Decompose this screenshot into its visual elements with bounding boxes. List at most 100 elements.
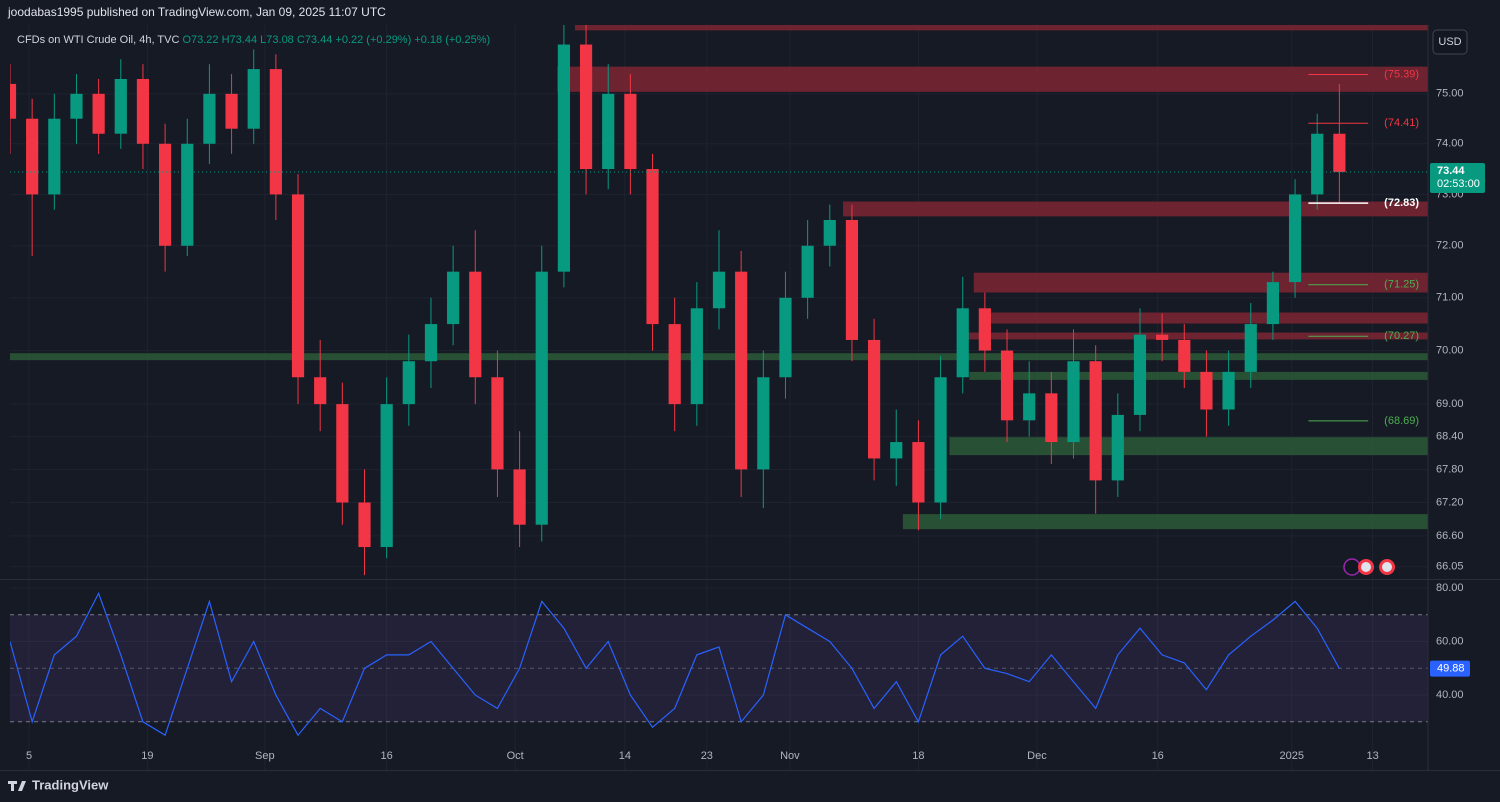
- candle-body: [48, 118, 61, 195]
- brand: TradingView: [32, 777, 109, 792]
- candle-body: [1000, 350, 1014, 421]
- candle-body: [579, 44, 593, 170]
- candle-body: [402, 361, 415, 405]
- level-label: (72.83): [1384, 197, 1419, 209]
- candle-body: [181, 143, 194, 246]
- candle-body: [823, 219, 836, 246]
- candle-body: [1089, 361, 1102, 481]
- candle-body: [1045, 393, 1058, 443]
- candle-body: [92, 93, 105, 134]
- candle-body: [1244, 324, 1257, 372]
- rsi-pane: [10, 591, 1428, 737]
- candle-body: [890, 442, 903, 459]
- candle-body: [757, 377, 770, 470]
- y-tick-label: 71.00: [1436, 292, 1464, 304]
- candle-body: [1222, 371, 1235, 410]
- legend-item: +0.22 (+0.29%): [335, 34, 411, 46]
- y-tick-label: 66.05: [1436, 561, 1464, 573]
- x-tick-label: 14: [619, 750, 631, 762]
- candle-body: [845, 219, 859, 340]
- event-icon-inner: [1382, 562, 1392, 572]
- legend-item: O73.22: [182, 34, 218, 46]
- x-tick-label: 2025: [1279, 750, 1303, 762]
- candle-body: [1111, 414, 1124, 481]
- candle-body: [247, 69, 260, 129]
- candle-body: [203, 93, 216, 144]
- event-icon[interactable]: [1343, 558, 1361, 576]
- candle-body: [801, 245, 814, 298]
- zone: [982, 312, 1428, 324]
- x-tick-label: 16: [381, 750, 393, 762]
- legend-item: C73.44: [297, 34, 332, 46]
- candle-body: [602, 93, 615, 170]
- y-tick-label: 69.00: [1436, 398, 1464, 410]
- zone: [973, 272, 1428, 293]
- last-price-box: [1430, 163, 1485, 194]
- level-label: (68.69): [1384, 415, 1419, 427]
- candle-body: [1156, 334, 1169, 340]
- y-tick-label: 80.00: [1436, 582, 1464, 594]
- candle-body: [424, 324, 438, 362]
- candle-body: [868, 339, 881, 459]
- header: joodabas1995 published on TradingView.co…: [7, 5, 386, 19]
- candle-body: [1133, 334, 1147, 415]
- y-tick-label: 70.00: [1436, 344, 1464, 356]
- candle-body: [513, 469, 526, 525]
- candle-body: [912, 442, 925, 503]
- rsi-line: [10, 591, 1340, 737]
- y-tick-label: 60.00: [1436, 635, 1464, 647]
- y-tick-label: 67.20: [1436, 496, 1464, 508]
- zone: [969, 371, 1428, 380]
- candle-body: [10, 83, 17, 119]
- candle-body: [934, 377, 947, 503]
- candle-body: [1023, 393, 1036, 421]
- candle-body: [469, 271, 482, 378]
- x-tick-label: Sep: [255, 750, 275, 762]
- rsi-value-box: [1430, 660, 1470, 677]
- x-tick-label: Dec: [1027, 750, 1047, 762]
- rsi-value-label: 49.88: [1437, 663, 1465, 675]
- candle-body: [491, 377, 504, 470]
- candle-body: [1333, 133, 1346, 173]
- candle-body: [380, 404, 393, 548]
- zone: [902, 514, 1428, 530]
- candle-body: [159, 143, 172, 246]
- zone: [843, 201, 1428, 217]
- y-tick-label: 40.00: [1436, 689, 1464, 701]
- legend-item: L73.08: [260, 34, 294, 46]
- candle-body: [1067, 361, 1080, 443]
- x-tick-label: 13: [1366, 750, 1378, 762]
- logo: [8, 781, 26, 791]
- candle-body: [136, 78, 150, 144]
- candle-body: [447, 271, 460, 325]
- candle-body: [1200, 371, 1213, 410]
- price-pane: (75.39) (74.41) (72.83) (71.25) (70.27) (68.6…: [10, 25, 1428, 576]
- legend: CFDs on WTI Crude Oil, 4h, TVC O73.22 H7…: [17, 34, 490, 46]
- legend-item: +0.18 (+0.25%): [414, 34, 490, 46]
- candle-body: [291, 194, 305, 378]
- x-tick-label: 18: [912, 750, 924, 762]
- currency-button[interactable]: [1432, 29, 1468, 55]
- last-price-timer: 02:53:00: [1437, 178, 1480, 190]
- candle-body: [535, 271, 548, 525]
- candle-body: [70, 93, 83, 119]
- back-layer: [10, 25, 1428, 770]
- candle-body: [358, 502, 371, 548]
- zone: [10, 353, 1428, 361]
- candle-body: [668, 324, 681, 405]
- y-tick-label: 66.60: [1436, 530, 1464, 542]
- candle-body: [1266, 282, 1279, 325]
- x-tick-label: 19: [141, 750, 153, 762]
- rsi-band: [10, 614, 1428, 722]
- candle-body: [646, 169, 659, 325]
- level-label: (70.27): [1384, 330, 1419, 342]
- y-tick-label: 67.80: [1436, 463, 1464, 475]
- level-label: (74.41): [1384, 117, 1419, 129]
- y-tick-label: 68.40: [1436, 431, 1464, 443]
- currency[interactable]: USD: [1438, 36, 1461, 48]
- x-tick-label: Oct: [507, 750, 524, 762]
- candle-body: [735, 271, 748, 470]
- legend-item: CFDs on WTI Crude Oil, 4h, TVC: [17, 34, 179, 46]
- legend-item: H73.44: [222, 34, 257, 46]
